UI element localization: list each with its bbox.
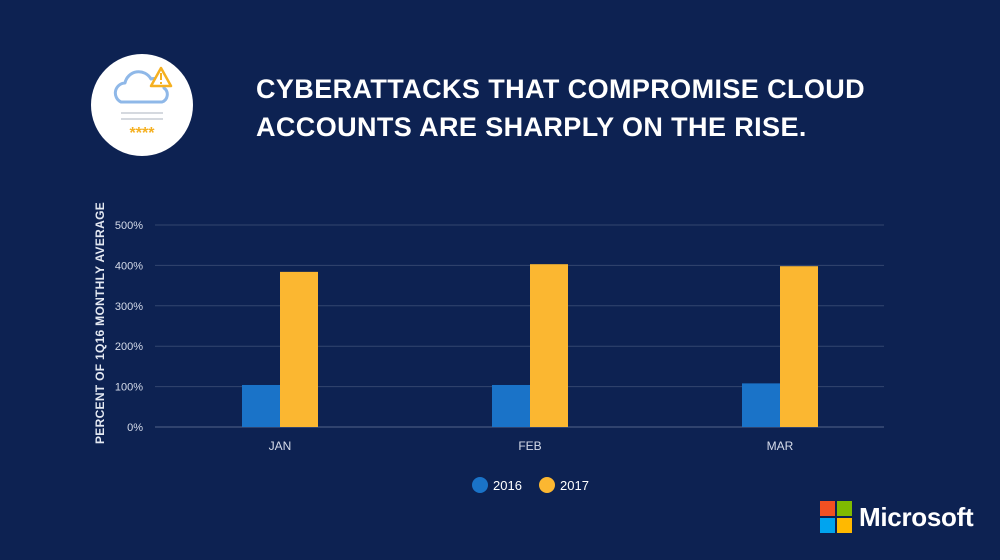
bars [242, 264, 818, 427]
x-tick-label: JAN [269, 439, 292, 453]
bar-2016-jan [242, 384, 280, 427]
legend-label: 2016 [493, 478, 522, 493]
y-tick-label: 100% [115, 382, 143, 394]
cloud-alert-badge: **** [91, 54, 193, 156]
x-tick-labels: JAN FEB MAR [269, 439, 794, 453]
x-tick-label: MAR [767, 439, 794, 453]
password-mask: **** [130, 125, 156, 142]
microsoft-squares-icon [820, 501, 852, 533]
cloud-warning-icon: **** [113, 66, 173, 142]
y-axis-label: PERCENT OF 1Q16 MONTHLY AVERAGE [93, 202, 107, 444]
microsoft-logo: Microsoft [820, 501, 974, 533]
brand-name: Microsoft [859, 501, 974, 532]
y-tick-label: 400% [115, 260, 143, 272]
page-title: CYBERATTACKS THAT COMPROMISE CLOUD ACCOU… [256, 70, 896, 146]
bar-2016-feb [492, 384, 530, 427]
y-tick-label: 200% [115, 341, 143, 353]
legend-label: 2017 [560, 478, 589, 493]
bar-2017-mar [780, 266, 818, 427]
title-line-1: CYBERATTACKS THAT COMPROMISE CLOUD [256, 74, 866, 104]
x-tick-label: FEB [518, 439, 541, 453]
y-tick-label: 300% [115, 301, 143, 313]
y-tick-label: 500% [115, 220, 143, 232]
legend: 2016 2017 [472, 477, 589, 493]
bar-2016-mar [742, 383, 780, 427]
bar-2017-jan [280, 271, 318, 427]
y-tick-labels: 0% 100% 200% 300% 400% 500% [115, 220, 143, 434]
legend-swatch [472, 477, 488, 493]
title-line-2: ACCOUNTS ARE SHARPLY ON THE RISE. [256, 112, 807, 142]
bar-2017-feb [530, 264, 568, 427]
legend-swatch [539, 477, 555, 493]
y-tick-label: 0% [127, 422, 143, 434]
